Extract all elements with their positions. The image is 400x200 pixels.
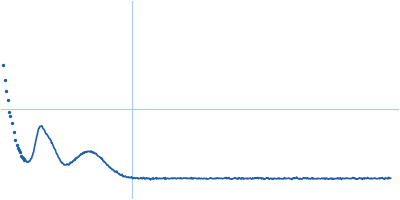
Point [9,122,15,125]
Point [20,156,26,159]
Point [15,146,21,150]
Point [16,149,22,152]
Point [18,154,24,158]
Point [3,89,10,92]
Point [21,157,28,161]
Point [10,130,17,134]
Point [2,78,8,81]
Point [14,143,20,146]
Point [20,158,27,161]
Point [6,110,12,114]
Point [7,115,13,118]
Point [17,150,23,153]
Point [18,156,25,159]
Point [12,139,19,142]
Point [0,63,6,67]
Point [5,99,11,102]
